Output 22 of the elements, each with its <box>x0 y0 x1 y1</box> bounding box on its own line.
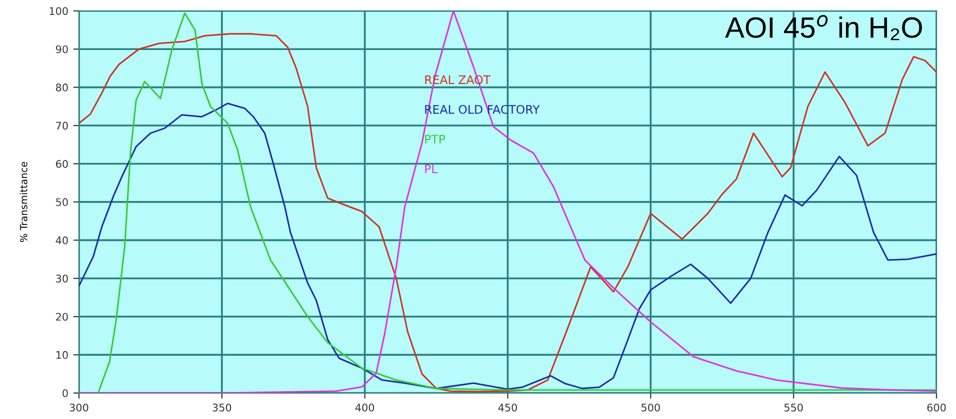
x-tick-label: 550 <box>784 404 803 412</box>
y-axis-title: % Transmittance <box>20 162 28 242</box>
x-tick-label: 500 <box>642 404 660 412</box>
y-tick-label: 0 <box>62 389 68 398</box>
x-tick-label: 300 <box>70 404 88 412</box>
y-tick-label: 30 <box>56 274 68 282</box>
y-tick-label: 50 <box>56 198 68 206</box>
y-tick-label: 70 <box>56 122 68 130</box>
y-tick-label: 10 <box>56 351 68 359</box>
y-tick-label: 20 <box>56 312 68 321</box>
y-tick-label: 40 <box>56 236 68 244</box>
x-tick-label: 450 <box>498 404 517 412</box>
text: PTP <box>425 134 446 144</box>
x-tick-label: 350 <box>212 404 232 412</box>
y-tick-label: 90 <box>56 45 68 54</box>
line-series <box>78 102 936 390</box>
x-tick-label: 600 <box>927 404 946 412</box>
y-tick-label: 60 <box>56 160 68 168</box>
series-label: PL <box>425 164 438 174</box>
y-tick-label: 80 <box>56 84 68 92</box>
y-tick-label: 100 <box>50 7 68 15</box>
x-tick-label: 400 <box>355 404 374 412</box>
